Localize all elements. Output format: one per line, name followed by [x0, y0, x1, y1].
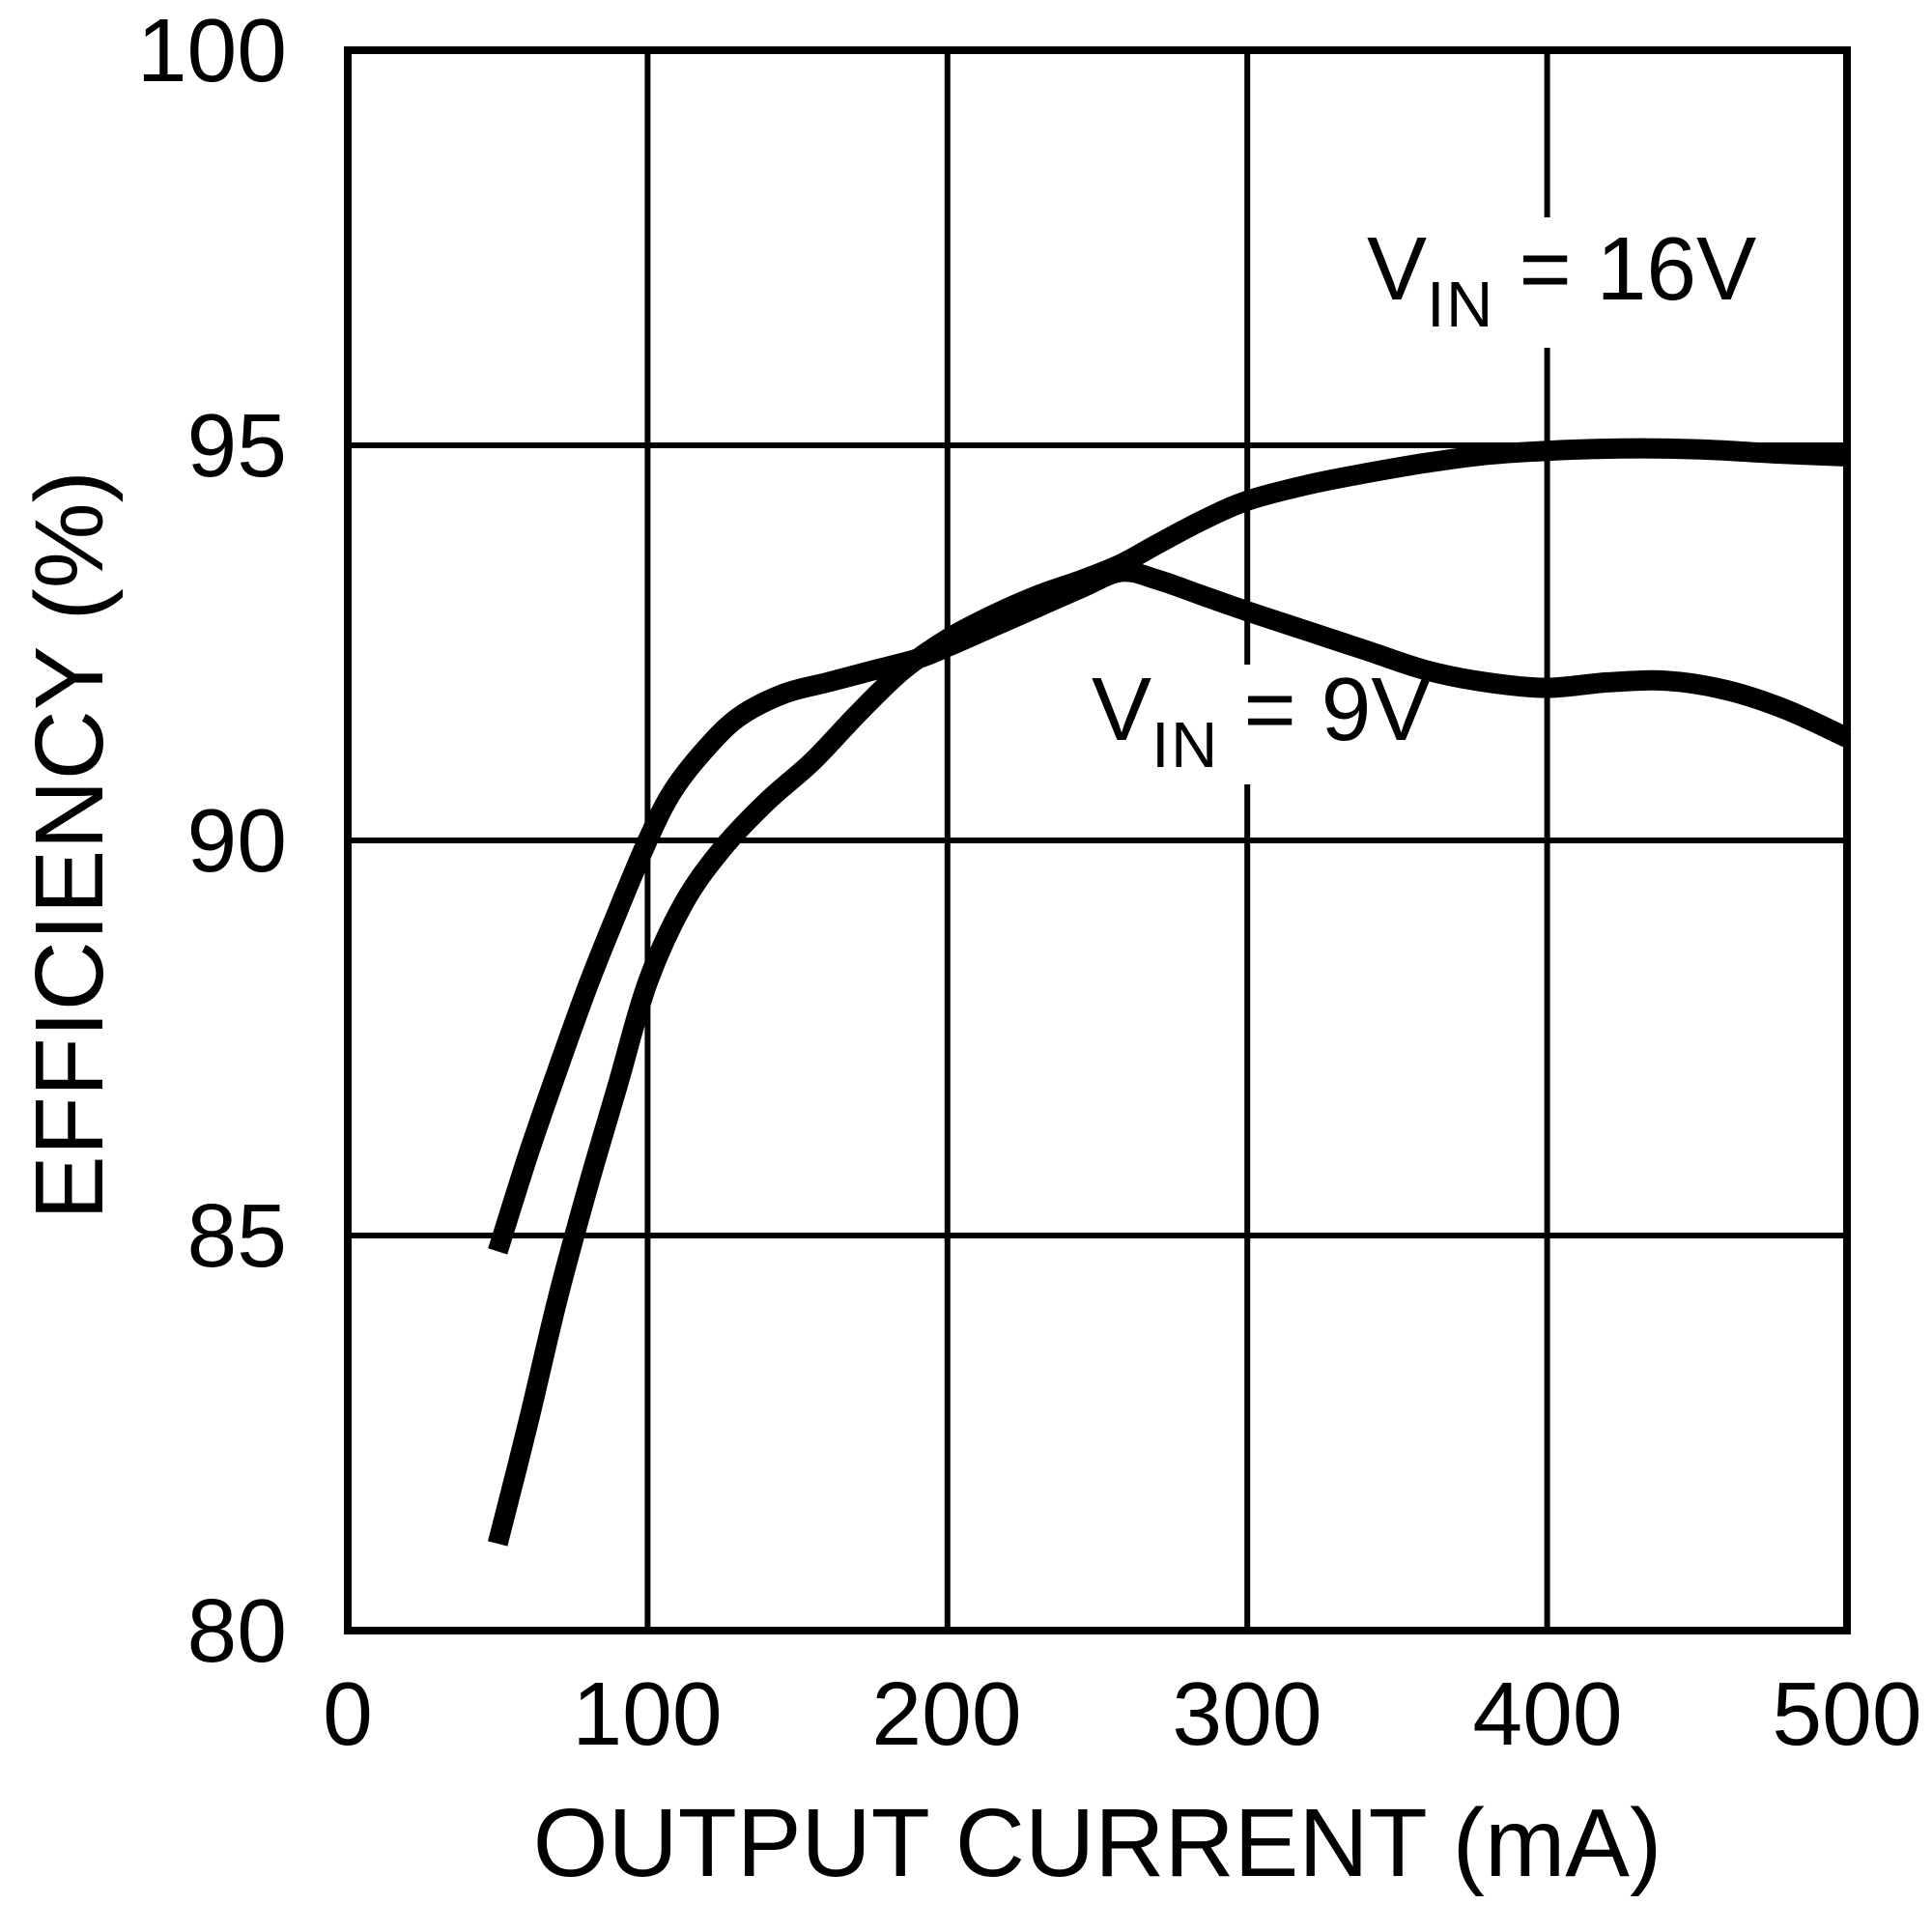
- x-tick-label-100: 100: [572, 1663, 723, 1764]
- y-tick-label-90: 90: [186, 790, 287, 891]
- series-label-vin-16v-symbol: V: [1367, 218, 1428, 319]
- series-label-mask-1: [1080, 665, 1451, 784]
- y-tick-label-85: 85: [186, 1185, 287, 1286]
- y-axis-title: EFFICIENCY (%): [15, 470, 124, 1220]
- x-tick-label-0: 0: [323, 1663, 373, 1764]
- series-label-vin-16v-value: = 16V: [1493, 218, 1757, 319]
- x-tick-label-400: 400: [1472, 1663, 1623, 1764]
- x-tick-label-300: 300: [1172, 1663, 1322, 1764]
- series-label-vin-9v-subscript: IN: [1151, 709, 1219, 782]
- x-tick-label-200: 200: [871, 1663, 1022, 1764]
- y-tick-label-100: 100: [136, 0, 287, 100]
- x-tick-label-500: 500: [1772, 1663, 1922, 1764]
- plot-border: [344, 46, 1851, 1634]
- series-label-vin-9v-value: = 9V: [1218, 659, 1432, 759]
- curve-vin-9v: [488, 561, 1852, 1255]
- series-label-mask-0: [1350, 217, 1652, 348]
- series-label-vin-9v: VIN = 9V: [1092, 659, 1432, 781]
- curve-vin-16v: [488, 438, 1848, 1547]
- y-tick-label-80: 80: [186, 1580, 287, 1681]
- series-label-vin-16v: VIN = 16V: [1367, 218, 1757, 341]
- series-label-vin-16v-subscript: IN: [1427, 269, 1494, 342]
- series-label-vin-9v-symbol: V: [1092, 659, 1152, 759]
- y-tick-label-95: 95: [186, 395, 287, 496]
- x-axis-title: OUTPUT CURRENT (mA): [532, 1789, 1662, 1897]
